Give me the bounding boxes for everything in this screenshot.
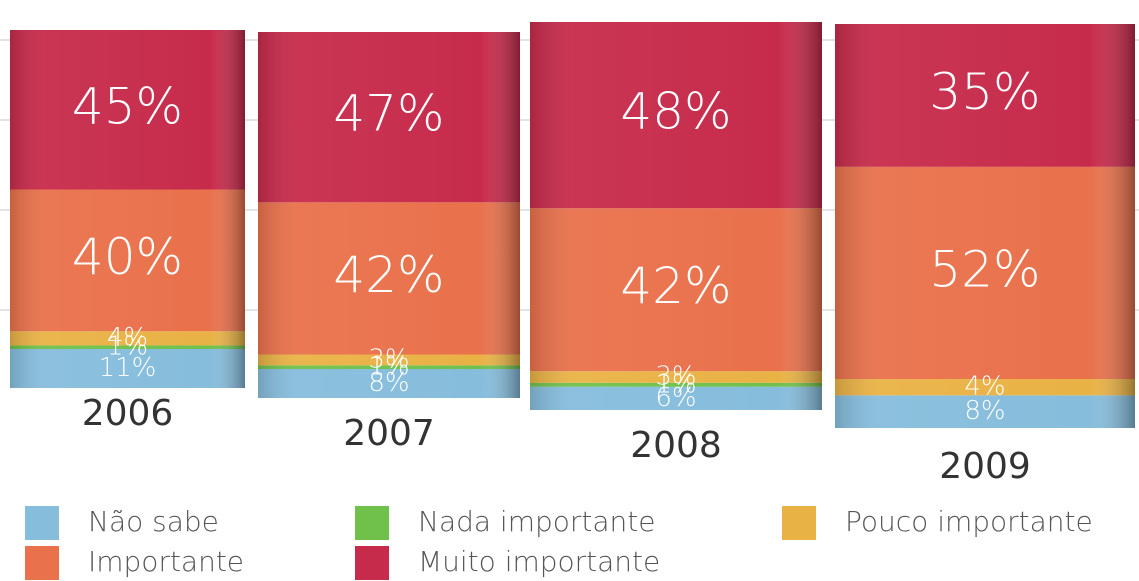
legend-swatch xyxy=(782,506,816,540)
data-label: 40% xyxy=(72,228,183,286)
data-label: 8% xyxy=(964,396,1005,426)
data-label: 45% xyxy=(72,77,183,135)
data-label: 35% xyxy=(929,63,1040,121)
data-label: 52% xyxy=(929,240,1040,298)
legend-swatch xyxy=(25,546,59,580)
legend-label: Nada importante xyxy=(418,505,656,538)
x-tick-label: 2007 xyxy=(343,413,435,454)
data-label: 48% xyxy=(620,83,731,141)
data-label: 4% xyxy=(107,323,148,353)
data-label: 47% xyxy=(333,85,444,143)
legend-label: Pouco importante xyxy=(845,505,1093,538)
legend-label: Muito importante xyxy=(418,545,660,578)
data-label: 42% xyxy=(333,246,444,304)
legend-label: Não sabe xyxy=(88,505,219,538)
x-tick-label: 2006 xyxy=(82,393,174,434)
data-label: 1% xyxy=(368,352,409,382)
bar-shade xyxy=(258,32,520,398)
data-label: 3% xyxy=(655,362,696,392)
data-label: 6% xyxy=(655,383,696,413)
legend-label: Importante xyxy=(88,545,244,578)
data-label: 8% xyxy=(368,368,409,398)
data-label: 11% xyxy=(99,353,157,383)
legend-swatch xyxy=(25,506,59,540)
data-label: 1% xyxy=(655,369,696,399)
legend-swatch xyxy=(355,546,389,580)
legend-swatch xyxy=(355,506,389,540)
data-label: 4% xyxy=(964,372,1005,402)
bar-shade xyxy=(10,30,245,388)
data-label: 42% xyxy=(620,257,731,315)
data-label: 1% xyxy=(107,332,148,362)
x-tick-label: 2008 xyxy=(630,425,722,466)
x-tick-label: 2009 xyxy=(939,446,1031,487)
bar-shade xyxy=(835,24,1135,428)
data-label: 3% xyxy=(368,344,409,374)
bar-shade xyxy=(530,22,822,410)
